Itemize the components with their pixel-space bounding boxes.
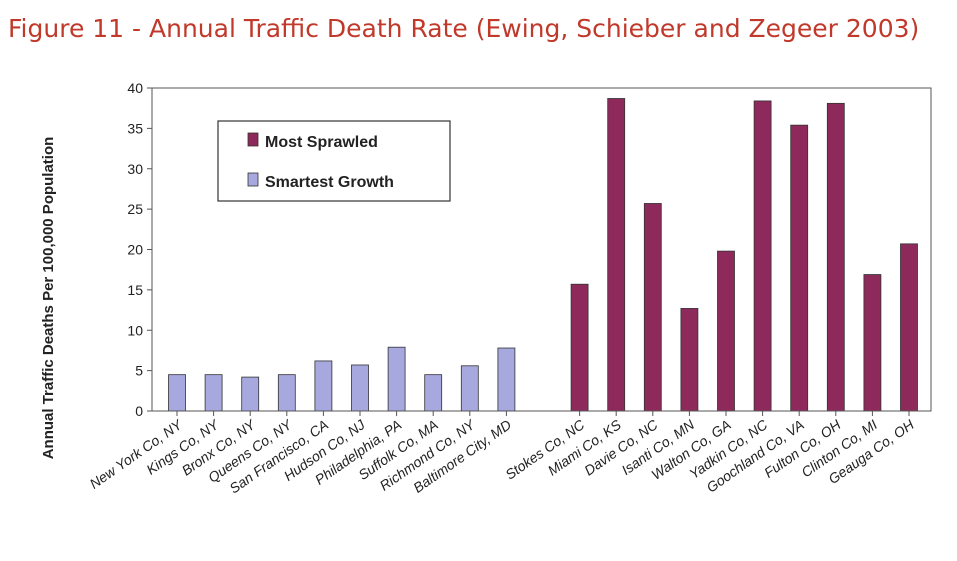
legend-label-most-sprawled: Most Sprawled [265, 134, 378, 151]
bar-smartest-growth [204, 374, 223, 412]
legend-swatch-smartest-growth [247, 172, 259, 187]
bar-smartest-growth [460, 365, 479, 412]
bar-smartest-growth [387, 346, 406, 412]
bar-most-sprawled [826, 102, 845, 412]
bar-smartest-growth [277, 374, 296, 412]
y-tick-label: 10 [127, 322, 143, 338]
y-tick-label: 20 [127, 242, 143, 258]
bar-most-sprawled [643, 203, 662, 412]
legend-label-smartest-growth: Smartest Growth [265, 174, 394, 191]
bar-most-sprawled [863, 274, 882, 412]
bar-most-sprawled [717, 250, 735, 412]
bar-smartest-growth [241, 376, 260, 412]
y-tick-label: 40 [127, 80, 143, 96]
figure-title: Figure 11 - Annual Traffic Death Rate (E… [8, 14, 920, 43]
legend: Most Sprawled Smartest Growth [217, 120, 451, 202]
plot-frame [151, 87, 932, 412]
bar-smartest-growth [314, 360, 333, 412]
bar-most-sprawled [790, 124, 809, 412]
y-tick-label: 15 [127, 282, 143, 298]
y-tick-label: 0 [135, 403, 143, 419]
bar-smartest-growth [424, 374, 443, 412]
bar-smartest-growth [168, 374, 186, 412]
bars [168, 98, 918, 412]
bar-most-sprawled [607, 98, 626, 412]
bar-most-sprawled [570, 283, 589, 412]
y-axis-label: Annual Traffic Deaths Per 100,000 Popula… [40, 137, 57, 460]
legend-swatch-most-sprawled [247, 132, 259, 147]
y-tick-label: 35 [127, 120, 143, 136]
y-tick-label: 5 [135, 363, 143, 379]
y-tick-label: 30 [127, 161, 143, 177]
bar-most-sprawled [900, 243, 918, 412]
bar-most-sprawled [680, 308, 699, 412]
bar-most-sprawled [753, 100, 772, 412]
bar-smartest-growth [351, 364, 369, 412]
y-axis: 0 5 10 15 20 25 30 35 40 [127, 80, 152, 419]
bar-smartest-growth [497, 347, 516, 412]
y-tick-label: 25 [127, 201, 143, 217]
